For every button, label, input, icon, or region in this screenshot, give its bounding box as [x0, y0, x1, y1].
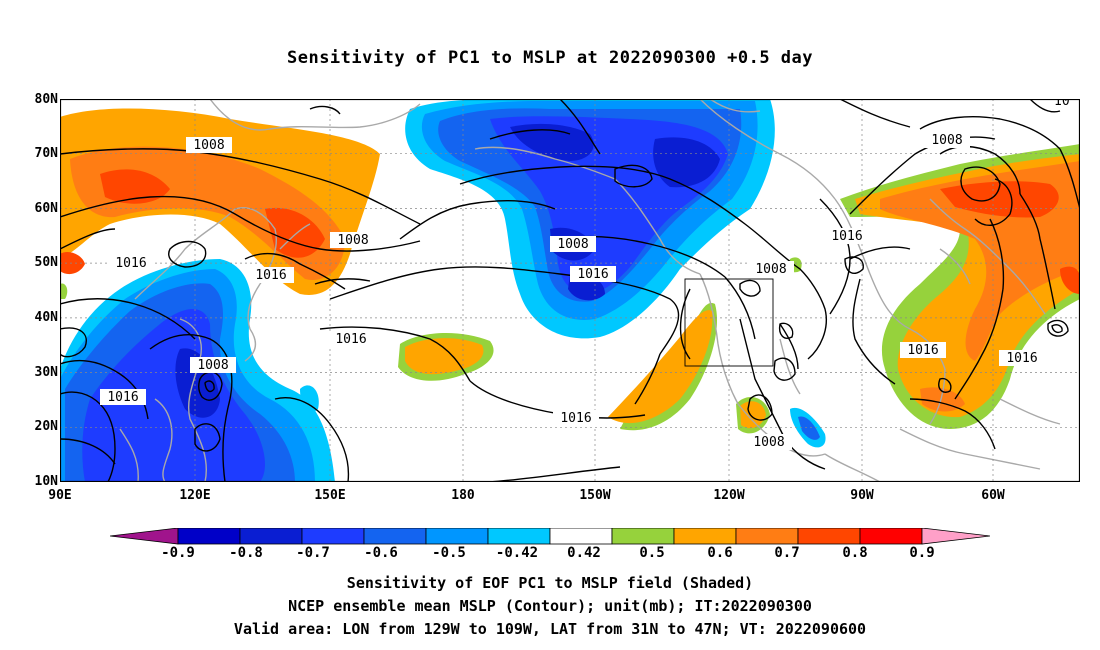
lon-label-150w: 150W	[579, 488, 611, 503]
lon-label-150e: 150E	[314, 488, 346, 503]
colorbar-label: 0.42	[567, 545, 601, 561]
lat-label-30n: 30N	[34, 365, 58, 380]
colorbar-label: -0.7	[296, 545, 330, 561]
contour-label: 1008	[550, 236, 596, 252]
caption-line-3: Valid area: LON from 129W to 109W, LAT f…	[233, 620, 867, 638]
contour-label: 1008	[186, 137, 232, 153]
lon-label-120e: 120E	[179, 488, 211, 503]
colorbar-swatch	[549, 527, 613, 545]
svg-text:1016: 1016	[1006, 351, 1037, 366]
contour-label: 10	[1052, 99, 1080, 109]
svg-text:1016: 1016	[577, 267, 608, 282]
lon-label-60w: 60W	[981, 488, 1005, 503]
lat-label-20n: 20N	[34, 419, 58, 434]
contour-label: 1008	[924, 132, 970, 148]
svg-text:1008: 1008	[197, 358, 228, 373]
contour-label: 1008	[190, 357, 236, 373]
lat-label-50n: 50N	[34, 255, 58, 270]
lat-label-40n: 40N	[34, 310, 58, 325]
contour-label: 1016	[900, 342, 946, 358]
svg-text:1008: 1008	[755, 262, 786, 277]
contour-labels: 1008 1016 1008 1008 1016 1008 1016 1016 …	[100, 99, 1080, 450]
lat-label-10n: 10N	[34, 474, 58, 489]
mslp-contours	[60, 99, 1080, 482]
contour-label: 1008	[748, 261, 794, 277]
contour-label: 1008	[746, 434, 792, 450]
colorbar-left-arrow	[109, 527, 179, 545]
contour-label: 1016	[248, 267, 294, 283]
sensitivity-map: 1008 1016 1008 1008 1016 1008 1016 1016 …	[60, 99, 1080, 482]
contour-label: 1016	[328, 331, 374, 347]
colorbar-label: 0.8	[842, 545, 868, 561]
contour-label: 1016	[824, 228, 870, 244]
svg-text:1008: 1008	[337, 233, 368, 248]
contour-label: 1016	[570, 266, 616, 282]
colorbar-swatch	[425, 527, 489, 545]
colorbar-label: 0.5	[639, 545, 665, 561]
svg-text:10: 10	[1054, 99, 1070, 109]
lat-label-70n: 70N	[34, 146, 58, 161]
lon-label-180: 180	[451, 488, 475, 503]
svg-text:1016: 1016	[255, 268, 286, 283]
contour-label: 1008	[330, 232, 376, 248]
colorbar-swatch	[797, 527, 861, 545]
colorbar-swatch	[673, 527, 737, 545]
lon-label-90e: 90E	[48, 488, 72, 503]
colorbar-swatch	[177, 527, 241, 545]
contour-label: 1016	[999, 350, 1045, 366]
svg-text:1016: 1016	[907, 343, 938, 358]
svg-text:1016: 1016	[115, 256, 146, 271]
colorbar-swatch	[611, 527, 675, 545]
colorbar-label: 0.7	[774, 545, 800, 561]
svg-text:1008: 1008	[931, 133, 962, 148]
caption-line-1: Sensitivity of EOF PC1 to MSLP field (Sh…	[346, 574, 754, 592]
colorbar-swatch	[487, 527, 551, 545]
lon-label-90w: 90W	[850, 488, 874, 503]
lat-label-60n: 60N	[34, 201, 58, 216]
colorbar-label: -0.9	[161, 545, 195, 561]
colorbar-label: -0.5	[432, 545, 466, 561]
svg-text:1008: 1008	[753, 435, 784, 450]
svg-text:1016: 1016	[107, 390, 138, 405]
valid-area-box	[684, 278, 774, 367]
colorbar-label: -0.8	[229, 545, 263, 561]
colorbar-swatch	[735, 527, 799, 545]
colorbar-right-arrow	[921, 527, 991, 545]
svg-text:1016: 1016	[560, 411, 591, 426]
coastlines	[119, 99, 1061, 482]
svg-text:1008: 1008	[557, 237, 588, 252]
contour-label: 1016	[553, 410, 599, 426]
colorbar-swatch	[859, 527, 923, 545]
svg-text:1016: 1016	[335, 332, 366, 347]
lat-label-80n: 80N	[34, 92, 58, 107]
colorbar-swatch	[239, 527, 303, 545]
colorbar-swatch	[301, 527, 365, 545]
colorbar-swatch	[363, 527, 427, 545]
contour-label: 1016	[100, 389, 146, 405]
svg-text:1016: 1016	[831, 229, 862, 244]
lon-label-120w: 120W	[713, 488, 745, 503]
colorbar-label: -0.42	[495, 545, 539, 561]
colorbar-label: 0.9	[909, 545, 935, 561]
colorbar	[109, 527, 991, 550]
plot-title: Sensitivity of PC1 to MSLP at 2022090300…	[286, 48, 813, 68]
caption-line-2: NCEP ensemble mean MSLP (Contour); unit(…	[288, 597, 812, 615]
svg-text:1008: 1008	[193, 138, 224, 153]
contour-label: 1016	[108, 255, 154, 271]
colorbar-label: -0.6	[364, 545, 398, 561]
colorbar-label: 0.6	[707, 545, 733, 561]
